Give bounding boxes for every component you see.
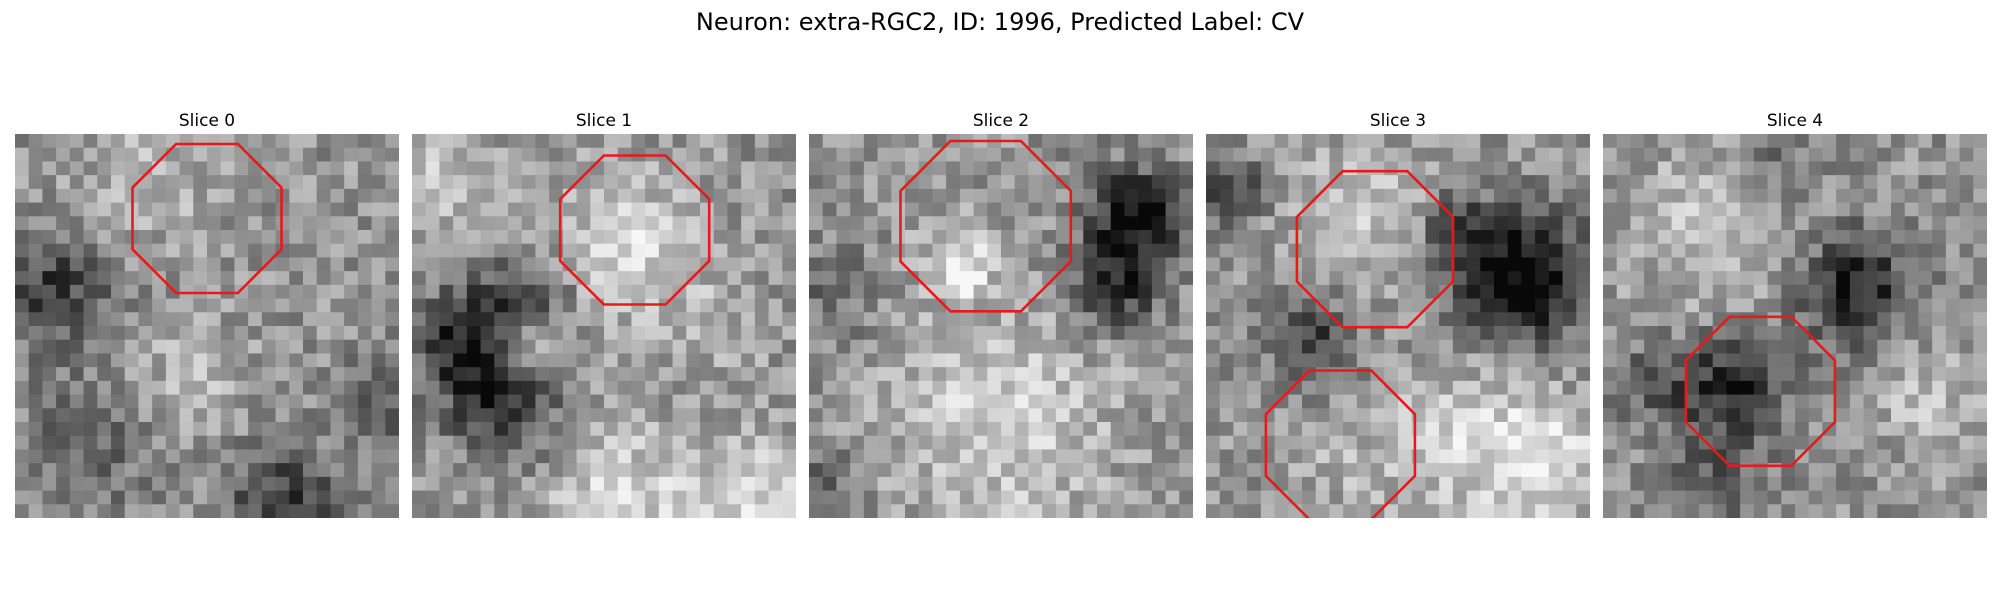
panel-slice-3: Slice 3	[1206, 108, 1590, 518]
slice-image	[809, 134, 1193, 518]
slice-image	[15, 134, 399, 518]
pixel-grid	[1603, 134, 1987, 518]
roi-octagon-outline	[558, 154, 711, 306]
panel-title: Slice 4	[1766, 111, 1824, 131]
roi-octagon-outline	[899, 139, 1073, 313]
panel-title: Slice 1	[575, 111, 633, 131]
pixel-grid	[809, 134, 1193, 518]
slice-image	[412, 134, 796, 518]
panel-slice-4: Slice 4	[1603, 108, 1987, 518]
panel-title: Slice 0	[178, 111, 236, 131]
figure-title: Neuron: extra-RGC2, ID: 1996, Predicted …	[695, 8, 1305, 36]
roi-octagon-outline	[1295, 169, 1455, 329]
panel-slice-0: Slice 0	[15, 108, 399, 518]
roi-octagon-outline	[1264, 369, 1417, 518]
panel-slice-2: Slice 2	[809, 108, 1193, 518]
pixel-grid	[1206, 134, 1590, 518]
slice-image	[1206, 134, 1590, 518]
panel-title: Slice 2	[972, 111, 1030, 131]
pixel-grid	[15, 134, 399, 518]
pixel-grid	[412, 134, 796, 518]
roi-octagon-outline	[131, 142, 283, 295]
panel-slice-1: Slice 1	[412, 108, 796, 518]
roi-octagon-outline	[1684, 315, 1837, 468]
panel-title: Slice 3	[1369, 111, 1427, 131]
slice-image	[1603, 134, 1987, 518]
